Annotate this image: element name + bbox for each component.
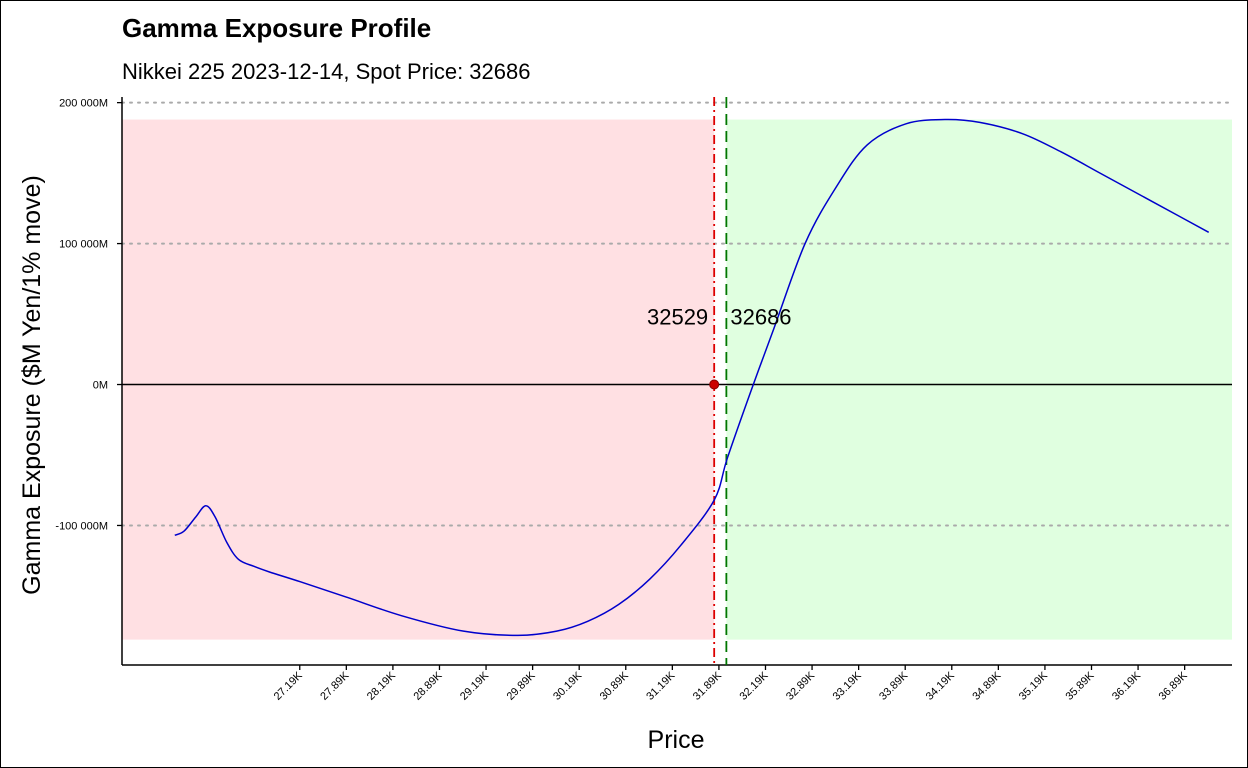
x-tick-label: 27.89K (318, 669, 352, 703)
x-tick-label: 27.19K (272, 669, 306, 703)
zero-gamma-point (709, 379, 720, 390)
y-tick-label: 0M (93, 380, 108, 392)
shaded-regions (122, 119, 1232, 640)
y-tick-label: -100 000M (55, 520, 108, 532)
x-tick-label: 30.89K (598, 669, 632, 703)
axes (117, 97, 1232, 670)
x-axis-title: Price (648, 726, 705, 754)
x-tick-label: 28.19K (365, 669, 399, 703)
x-tick-label: 34.89K (970, 669, 1004, 703)
x-tick-label: 36.19K (1110, 669, 1144, 703)
x-tick-label: 34.19K (924, 669, 958, 703)
chart-title: Gamma Exposure Profile (122, 13, 431, 43)
grid-lines (121, 101, 1233, 527)
x-tick-label: 32.89K (784, 669, 818, 703)
y-tick-labels: 200 000M 100 000M 0M -100 000M (55, 98, 108, 533)
x-tick-labels: 27.19K 27.89K 28.19K 28.89K 29.19K 29.89K 30.1… (272, 669, 1191, 703)
y-tick-label: 100 000M (59, 239, 108, 251)
series-group (174, 118, 1210, 637)
reference-lines (713, 97, 728, 665)
x-tick-label: 28.89K (411, 669, 445, 703)
negative-gamma-region (122, 119, 715, 640)
x-tick-label: 31.89K (691, 669, 725, 703)
gamma-exposure-line (174, 118, 1210, 637)
positive-gamma-region (726, 119, 1232, 640)
x-tick-label: 35.89K (1063, 669, 1097, 703)
x-tick-label: 32.19K (737, 669, 771, 703)
x-tick-label: 30.19K (551, 669, 585, 703)
x-tick-label: 33.89K (877, 669, 911, 703)
x-tick-label: 36.89K (1157, 669, 1191, 703)
x-tick-label: 29.19K (458, 669, 492, 703)
chart-subtitle: Nikkei 225 2023-12-14, Spot Price: 32686 (122, 59, 530, 84)
x-tick-label: 35.19K (1017, 669, 1051, 703)
y-axis-title: Gamma Exposure ($M Yen/1% move) (18, 175, 46, 595)
y-tick-label: 200 000M (59, 98, 108, 110)
x-tick-label: 33.19K (831, 669, 865, 703)
zero-gamma-label: 32529 (647, 305, 708, 330)
x-tick-label: 29.89K (505, 669, 539, 703)
x-tick-label: 31.19K (644, 669, 678, 703)
spot-price-label: 32686 (730, 305, 791, 330)
